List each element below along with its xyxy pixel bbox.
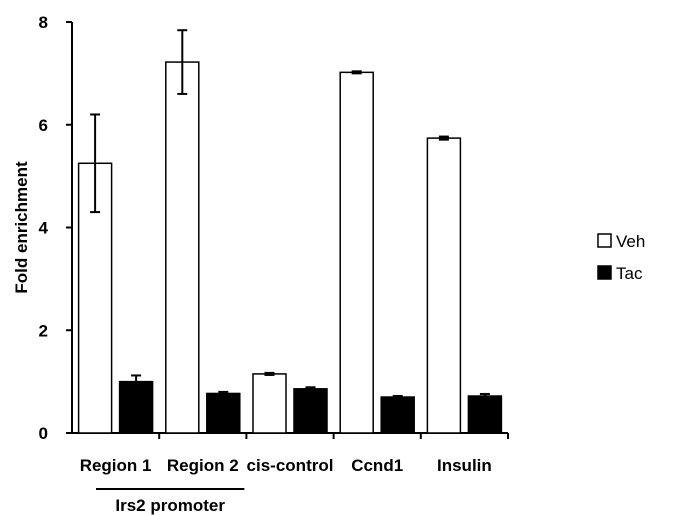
bar-veh [339,71,374,434]
legend-label-veh: Veh [616,232,645,251]
bar-tac [380,396,415,434]
bars [77,29,503,434]
bar-tac [467,395,503,434]
y-tick-label: 4 [39,219,49,238]
bar-tac [293,388,328,434]
x-category-label: cis-control [247,456,334,475]
x-category-label: Region 2 [167,456,239,475]
x-category-label: Ccnd1 [351,456,403,475]
y-tick-label: 0 [39,424,48,443]
legend-label-tac: Tac [616,264,643,283]
x-category-label: Region 1 [80,456,152,475]
bar-veh [165,61,200,434]
legend: Veh Tac [597,232,645,283]
y-ticks: 0 2 4 6 8 [39,13,72,443]
legend-swatch-veh [597,233,612,248]
legend-swatch-tac [597,265,612,280]
y-tick-label: 6 [39,116,48,135]
x-category-label: Insulin [437,456,492,475]
group-label: Irs2 promoter [115,496,225,515]
bar-tac [118,380,154,434]
y-tick-label: 2 [39,321,48,340]
y-tick-label: 8 [39,13,48,32]
bar-veh [426,137,462,434]
bar-veh [252,373,287,434]
bar-tac [206,392,241,434]
group-annotation: Irs2 promoter [96,488,245,515]
x-categories: Region 1 Region 2 cis-control Ccnd1 Insulin [80,433,509,475]
y-axis-title: Fold enrichment [12,161,31,294]
